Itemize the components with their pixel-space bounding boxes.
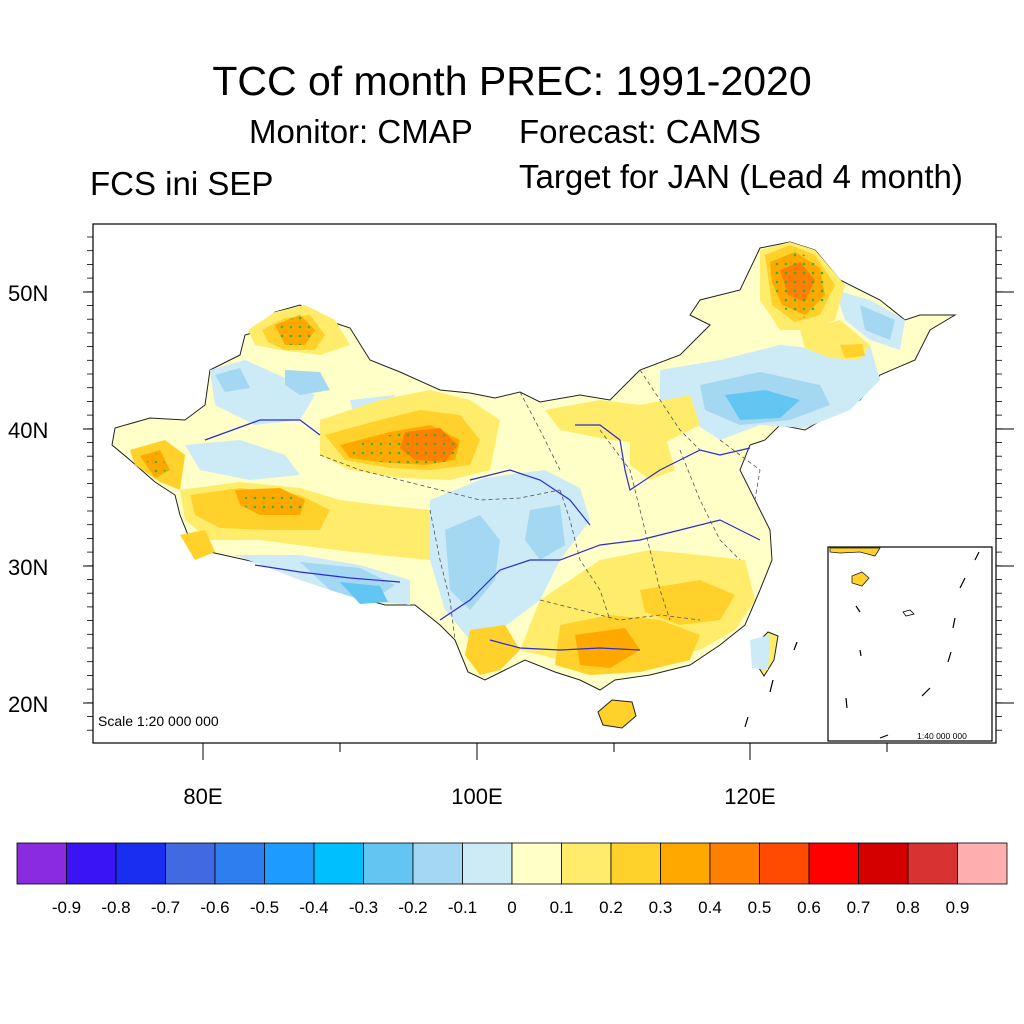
colorbar-swatch [511, 842, 562, 885]
forecast-label: Forecast: CAMS [519, 113, 762, 150]
lat-label-50n: 50N [8, 281, 48, 306]
rivers [204, 419, 761, 651]
lat-label-20n: 20N [8, 692, 48, 717]
colorbar-tick-label: -0.3 [349, 898, 378, 917]
scale-label: Scale 1:20 000 000 [98, 713, 219, 729]
south-china-sea-inset: 1:40 000 000 [827, 546, 993, 742]
colorbar-swatch [214, 842, 265, 885]
colorbar-swatch [709, 842, 760, 885]
lon-axis [202, 743, 888, 760]
colorbar-swatch [115, 842, 166, 885]
colorbar [16, 842, 1008, 885]
colorbar-tick-label: 0.7 [847, 898, 871, 917]
colorbar-swatch [561, 842, 612, 885]
lon-label-100e: 100E [451, 784, 502, 809]
colorbar-swatch [610, 842, 661, 885]
colorbar-swatch [313, 842, 364, 885]
colorbar-swatch [165, 842, 216, 885]
colorbar-tick-label: 0 [507, 898, 516, 917]
island-marks [744, 641, 798, 728]
lat-label-40n: 40N [8, 418, 48, 443]
colorbar-swatch [660, 842, 711, 885]
colorbar-tick-label: 0.4 [698, 898, 722, 917]
monitor-label: Monitor: CMAP [249, 113, 473, 150]
target-label: Target for JAN (Lead 4 month) [519, 158, 963, 195]
colorbar-swatch [759, 842, 810, 885]
colorbar-tick-label: 0.9 [946, 898, 970, 917]
colorbar-labels: -0.9 -0.8 -0.7 -0.6 -0.5 -0.4 -0.3 -0.2 -0.1 0 0.1… [52, 898, 969, 917]
hainan-island [597, 699, 637, 729]
negative-correlation-regions [185, 290, 905, 670]
colorbar-tick-label: 0.1 [550, 898, 574, 917]
lat-minor-ticks [87, 236, 1002, 731]
colorbar-tick-label: -0.2 [398, 898, 427, 917]
colorbar-tick-label: -0.7 [151, 898, 180, 917]
colorbar-swatch [16, 842, 67, 885]
colorbar-tick-label: 0.2 [599, 898, 623, 917]
colorbar-tick-label: 0.8 [896, 898, 920, 917]
figure-title: TCC of month PREC: 1991-2020 [212, 58, 812, 104]
colorbar-tick-label: -0.1 [448, 898, 477, 917]
colorbar-swatch [264, 842, 315, 885]
province-borders [319, 369, 761, 641]
colorbar-swatch [808, 842, 859, 885]
colorbar-tick-label: -0.6 [200, 898, 229, 917]
colorbar-swatch [412, 842, 463, 885]
colorbar-swatch [858, 842, 909, 885]
colorbar-tick-label: 0.5 [748, 898, 772, 917]
china-precip-map [111, 241, 957, 729]
colorbar-swatch [462, 842, 513, 885]
colorbar-tick-label: 0.3 [649, 898, 673, 917]
colorbar-tick-label: -0.5 [250, 898, 279, 917]
colorbar-swatch [66, 842, 117, 885]
init-label: FCS ini SEP [90, 165, 274, 202]
lon-label-80e: 80E [183, 784, 222, 809]
lon-label-120e: 120E [724, 784, 775, 809]
significance-stippling [145, 252, 825, 514]
colorbar-tick-label: -0.4 [299, 898, 328, 917]
colorbar-swatch [957, 842, 1008, 885]
colorbar-tick-label: -0.8 [101, 898, 130, 917]
inset-scale-label: 1:40 000 000 [917, 731, 967, 741]
colorbar-swatch [907, 842, 958, 885]
colorbar-tick-label: 0.6 [797, 898, 821, 917]
colorbar-tick-label: -0.9 [52, 898, 81, 917]
colorbar-swatch [363, 842, 414, 885]
lat-label-30n: 30N [8, 555, 48, 580]
